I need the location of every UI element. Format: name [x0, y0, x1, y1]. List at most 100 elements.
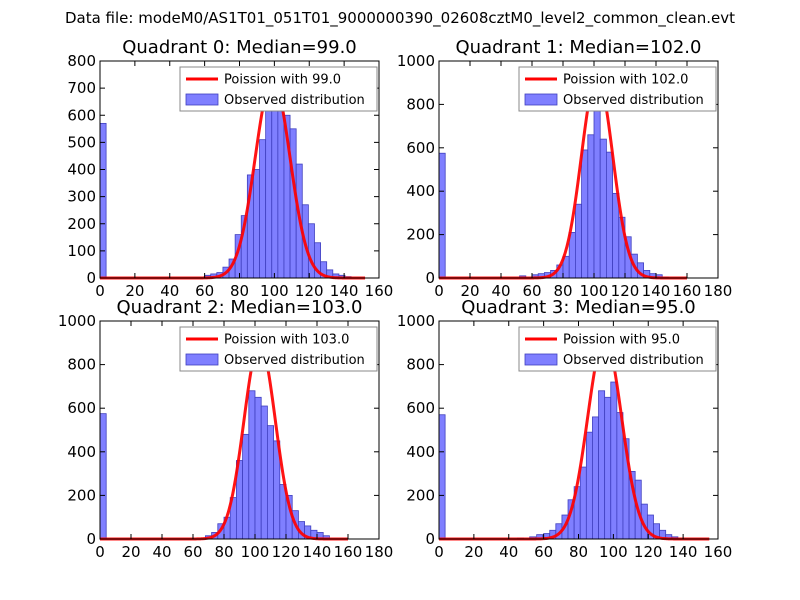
x-tick-label: 160	[334, 543, 363, 561]
histogram-bar	[242, 433, 250, 540]
legend-bar-label: Observed distribution	[563, 93, 704, 108]
y-tick-label: 600	[406, 399, 435, 417]
x-tick-label: 180	[704, 282, 733, 300]
histogram-bar	[592, 416, 599, 540]
chart-title: Quadrant 3: Median=95.0	[461, 297, 696, 318]
legend-line-label: Poission with 102.0	[563, 73, 688, 88]
axes-frame	[438, 60, 719, 279]
legend: Poission with 95.0 Observed distribution	[518, 326, 717, 372]
x-tick-label: 140	[669, 543, 698, 561]
x-tick-label: 100	[241, 543, 270, 561]
legend-line-label: Poission with 103.0	[224, 333, 349, 348]
x-tick-label: 120	[634, 543, 663, 561]
x-tick-label: 40	[152, 543, 171, 561]
histogram-bar	[271, 82, 279, 279]
histogram-bar	[307, 223, 315, 279]
x-tick-label: 0	[434, 282, 444, 300]
x-tick-label: 80	[230, 282, 249, 300]
y-tick-label: 0	[86, 530, 96, 548]
x-tick-label: 60	[183, 543, 202, 561]
y-tick-label: 600	[67, 399, 96, 417]
histogram-bar	[610, 381, 618, 540]
y-tick-label: 0	[425, 530, 435, 548]
histogram-bar	[266, 425, 274, 540]
x-tick-label: 40	[499, 543, 518, 561]
x-tick-label: 120	[611, 282, 640, 300]
x-tick-label: 80	[569, 543, 588, 561]
histogram-bar	[99, 122, 107, 279]
y-tick-label: 800	[67, 356, 96, 374]
histogram-bar	[599, 138, 607, 279]
x-tick-label: 20	[121, 543, 140, 561]
x-tick-label: 100	[260, 282, 289, 300]
legend-bar-label: Observed distribution	[563, 353, 704, 368]
legend-bar-label: Observed distribution	[224, 353, 365, 368]
histogram-bar	[265, 106, 273, 279]
chart-title: Quadrant 2: Median=103.0	[117, 297, 363, 318]
x-tick-label: 140	[330, 282, 359, 300]
x-tick-label: 100	[580, 282, 609, 300]
histogram-bar	[612, 192, 620, 279]
histogram-bar	[604, 396, 612, 540]
x-tick-label: 60	[534, 543, 553, 561]
y-tick-label: 400	[406, 182, 435, 200]
histogram-bar	[438, 152, 446, 279]
y-tick-label: 1000	[397, 52, 435, 70]
y-tick-label: 200	[406, 486, 435, 504]
legend-line-label: Poission with 95.0	[563, 333, 680, 348]
chart-title: Quadrant 1: Median=102.0	[456, 37, 702, 58]
histogram-bar	[260, 405, 268, 540]
y-tick-label: 0	[86, 269, 96, 287]
x-tick-label: 100	[599, 543, 628, 561]
x-tick-label: 140	[642, 282, 671, 300]
x-tick-label: 160	[673, 282, 702, 300]
x-tick-label: 20	[125, 282, 144, 300]
y-tick-label: 100	[67, 242, 96, 260]
legend-bar-swatch	[185, 93, 219, 106]
y-tick-label: 800	[67, 52, 96, 70]
histogram-bar	[438, 414, 446, 540]
x-tick-label: 0	[95, 543, 105, 561]
histogram-bar	[99, 413, 107, 540]
y-tick-label: 500	[67, 133, 96, 151]
x-tick-label: 80	[553, 282, 572, 300]
histogram-bar	[616, 412, 624, 540]
legend-bar-label: Observed distribution	[224, 93, 365, 108]
x-tick-label: 0	[434, 543, 444, 561]
legend-line-label: Poission with 99.0	[224, 73, 341, 88]
y-tick-label: 400	[406, 443, 435, 461]
x-tick-label: 20	[460, 282, 479, 300]
x-tick-label: 120	[272, 543, 301, 561]
y-tick-label: 200	[67, 486, 96, 504]
y-tick-label: 0	[425, 269, 435, 287]
y-tick-label: 800	[406, 95, 435, 113]
quadrant-1-chart: Quadrant 1: Median=102.00 20 40 60 80 100 120 1…	[397, 37, 733, 300]
x-tick-label: 60	[195, 282, 214, 300]
y-tick-label: 1000	[397, 312, 435, 330]
y-tick-label: 700	[67, 79, 96, 97]
histogram-bar	[575, 203, 583, 279]
figure-suptitle: Data file: modeM0/AS1T01_051T01_90000003…	[64, 9, 736, 27]
histogram-bar	[579, 466, 587, 540]
y-tick-label: 400	[67, 161, 96, 179]
y-tick-label: 200	[406, 226, 435, 244]
x-tick-label: 180	[365, 543, 394, 561]
quadrant-3-chart: Quadrant 3: Median=95.0 0 20 40 60 80 100 120 14…	[397, 297, 733, 561]
histogram-bar	[581, 149, 589, 279]
legend-bar-swatch	[524, 93, 558, 106]
x-tick-label: 140	[303, 543, 332, 561]
histogram-bar	[289, 128, 297, 279]
y-tick-label: 300	[67, 188, 96, 206]
x-tick-label: 160	[704, 543, 733, 561]
histogram-bar	[253, 169, 260, 279]
quadrant-2-chart: Quadrant 2: Median=103.00 20 40 60 80 100 120 1…	[58, 297, 394, 561]
histogram-bar	[587, 134, 595, 279]
y-tick-label: 600	[67, 106, 96, 124]
histogram-bar	[593, 93, 601, 279]
x-tick-label: 40	[491, 282, 510, 300]
y-tick-label: 1000	[58, 312, 96, 330]
x-tick-label: 80	[214, 543, 233, 561]
histogram-bar	[248, 390, 256, 540]
histogram-bar	[259, 139, 267, 279]
